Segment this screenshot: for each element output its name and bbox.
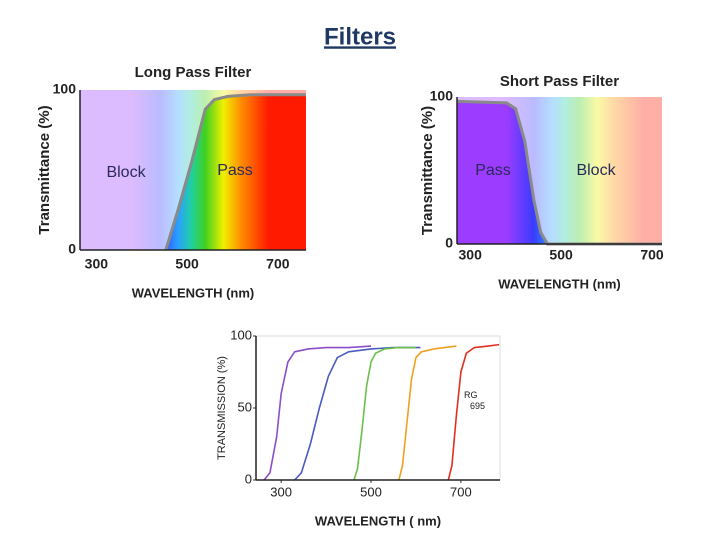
chart-title: Long Pass Filter — [135, 64, 252, 81]
line — [447, 343, 500, 481]
series-label: RG 695 — [464, 390, 485, 411]
annotation: Pass — [475, 162, 511, 179]
x-tick-label: 300 — [85, 256, 109, 272]
x-axis-label: WAVELENGTH (nm) — [132, 285, 255, 300]
series-label-line: 695 — [470, 401, 485, 411]
slide-title: Filters — [324, 23, 396, 50]
y-tick-label: 0 — [445, 235, 453, 251]
annotation: Pass — [217, 162, 253, 179]
area-outline — [164, 93, 306, 251]
x-tick-label: 300 — [459, 247, 483, 263]
x-axis-label: WAVELENGTH ( nm) — [315, 513, 441, 528]
x-tick-label: 500 — [549, 247, 573, 263]
y-tick-label: 100 — [230, 327, 252, 342]
area — [165, 94, 306, 250]
chart-title: Short Pass Filter — [500, 73, 619, 90]
y-axis-label: TRANSMISSION (%) — [216, 356, 228, 460]
series-label-line: RG — [464, 390, 478, 400]
x-axis-label: WAVELENGTH (nm) — [498, 276, 621, 291]
y-tick-label: 0 — [245, 471, 252, 486]
y-tick-label: 100 — [53, 81, 77, 97]
annotation: Block — [576, 162, 616, 179]
plot-background — [255, 335, 501, 481]
annotation: Block — [106, 164, 146, 181]
line — [353, 346, 416, 481]
area-outline — [456, 99, 662, 246]
area — [457, 101, 662, 244]
y-tick-label: 50 — [238, 399, 252, 414]
x-tick-label: 500 — [360, 484, 382, 499]
x-tick-label: 700 — [640, 247, 664, 263]
y-axis-label: Transmittance (%) — [36, 105, 53, 234]
line — [398, 345, 457, 481]
x-tick-label: 300 — [270, 484, 292, 499]
y-axis-label: Transmittance (%) — [419, 106, 436, 235]
x-tick-label: 700 — [266, 256, 290, 272]
x-tick-label: 500 — [175, 256, 199, 272]
line — [263, 345, 372, 481]
line — [294, 346, 421, 481]
y-tick-label: 100 — [430, 88, 454, 104]
x-tick-label: 700 — [450, 484, 472, 499]
y-tick-label: 0 — [68, 241, 76, 257]
